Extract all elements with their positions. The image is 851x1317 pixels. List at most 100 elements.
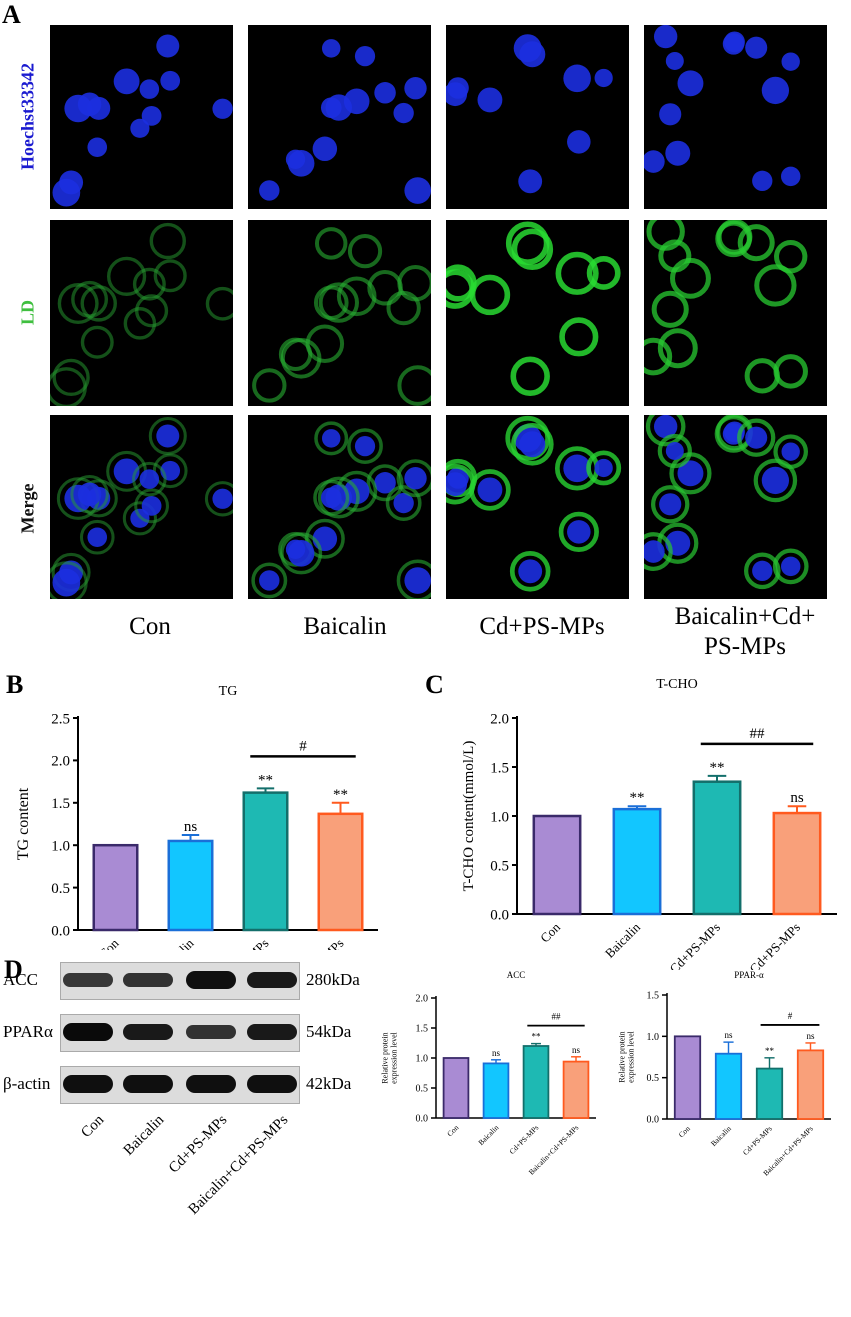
bar-3 (522, 1045, 550, 1119)
x-tick-label: Con (445, 1123, 460, 1138)
x-tick-label: Cd+PS-MPs (507, 1123, 540, 1156)
bar-4 (317, 812, 364, 932)
bar-4 (772, 811, 822, 916)
y-tick-label: 1.5 (647, 991, 660, 1002)
micrograph-nuclei-1 (50, 25, 233, 209)
micrograph-merge-2 (248, 415, 431, 599)
significance-label: ** (765, 1046, 775, 1056)
blot-protein-label: β-actin (3, 1074, 51, 1093)
y-tick-label: 1.5 (416, 1024, 429, 1035)
bar-2 (482, 1062, 510, 1119)
blot-band (186, 1025, 236, 1039)
significance-label: ** (333, 787, 348, 803)
significance-label: ** (710, 760, 725, 776)
column-label-baicalin: Baicalin (303, 613, 387, 640)
blot-band (63, 1075, 113, 1093)
bar-2 (612, 807, 662, 916)
significance-label: ** (532, 1032, 542, 1042)
blot-band (63, 973, 113, 987)
x-tick-label: Cd+PS-MPs (215, 936, 272, 950)
micrograph-lipid-1 (50, 220, 233, 406)
micrograph-nuclei-4 (644, 25, 827, 209)
column-label-baicalin-cd-psmps-text: Baicalin+Cd+ PS-MPs (674, 603, 816, 660)
bar-4 (562, 1060, 590, 1119)
y-tick-label: 0.5 (51, 881, 70, 897)
blot-kda-label: 54kDa (306, 1022, 352, 1041)
y-tick-label: 0.0 (51, 923, 70, 939)
chart-title: T-CHO (656, 677, 698, 692)
x-tick-label: Con (537, 919, 563, 945)
y-tick-label: 0.0 (647, 1115, 660, 1126)
blot-band (247, 1023, 297, 1041)
comparison-label: ## (552, 1012, 562, 1022)
acc-chart: ACC Relative proteinexpression level 0.0 0.… (381, 970, 596, 1177)
panel-letter-c: C (425, 670, 444, 699)
tcho-chart: T-CHO T-CHO content(mmol/L) 0.0 0.5 1.0 1.5 2.… (461, 677, 837, 970)
significance-label: ns (492, 1048, 501, 1058)
bar-1 (532, 814, 582, 916)
panel-letter-b: B (6, 670, 24, 699)
comparison-label: # (299, 738, 307, 754)
y-axis-label: T-CHO content(mmol/L) (461, 741, 477, 892)
blot-band (247, 1075, 297, 1093)
y-tick-label: 1.0 (647, 1032, 660, 1043)
x-tick-label: Baicalin (602, 919, 644, 961)
significance-label: ** (630, 790, 645, 806)
x-tick-label: Con (677, 1124, 692, 1139)
blot-protein-label: ACC (3, 970, 38, 989)
x-tick-label: Con (96, 935, 122, 950)
significance-label: ns (724, 1030, 733, 1040)
bar-3 (242, 791, 289, 932)
row-label-merge: Merge (17, 483, 38, 534)
y-tick-label: 0.5 (416, 1084, 429, 1095)
bar-1 (442, 1057, 470, 1119)
significance-label: ns (790, 790, 804, 806)
significance-label: ns (806, 1031, 815, 1041)
tg-chart: TG TG content 0.0 0.5 1.0 1.5 2.0 2.5 Con ns Baica… (15, 684, 378, 950)
chart-title: TG (219, 684, 238, 699)
blot-band (63, 1023, 113, 1041)
significance-label: ns (572, 1045, 581, 1055)
y-tick-label: 1.0 (51, 838, 70, 854)
micrograph-merge-1 (50, 415, 233, 599)
y-tick-label: 1.0 (490, 809, 509, 825)
row-label-ld: LD (17, 300, 38, 326)
comparison-label: ## (750, 726, 766, 742)
x-tick-label: Cd+PS-MPs (741, 1124, 774, 1157)
chart-title: ACC (507, 970, 526, 980)
bar-4 (796, 1049, 825, 1120)
panel-letter-d: D (4, 955, 23, 984)
bar-1 (673, 1035, 702, 1120)
blot-protein-label: PPARα (3, 1022, 53, 1041)
column-label-baicalin-cd-psmps: Baicalin+Cd+ PS-MPs (645, 602, 845, 662)
micrograph-merge-3 (446, 415, 629, 599)
chart-title: PPAR-α (734, 970, 764, 980)
significance-label: ** (258, 772, 273, 788)
micrograph-lipid-4 (644, 220, 827, 406)
x-tick-label: Baicalin (709, 1124, 733, 1148)
y-tick-label: 1.0 (416, 1054, 429, 1065)
y-tick-label: 2.5 (51, 711, 70, 727)
y-tick-label: 2.0 (51, 754, 70, 770)
x-tick-label: Baicalin (155, 935, 197, 950)
y-tick-label: 2.0 (416, 994, 429, 1005)
column-label-cd-psmps: Cd+PS-MPs (479, 613, 605, 640)
y-axis-label: Relative proteinexpression level (381, 1031, 399, 1084)
comparison-label: # (788, 1011, 793, 1021)
micrograph-nuclei-3 (446, 25, 629, 209)
blot-band (186, 971, 236, 989)
bar-2 (167, 839, 214, 932)
bar-3 (692, 780, 742, 916)
significance-label: ns (184, 819, 198, 835)
bar-2 (714, 1052, 743, 1120)
y-tick-label: 1.5 (51, 796, 70, 812)
y-tick-label: 0.0 (490, 907, 509, 923)
blot-kda-label: 42kDa (306, 1074, 352, 1093)
micrograph-lipid-3 (446, 220, 629, 406)
y-tick-label: 0.5 (647, 1073, 660, 1084)
blot-kda-label: 280kDa (306, 970, 360, 989)
micrograph-lipid-2 (248, 220, 431, 406)
y-tick-label: 2.0 (490, 711, 509, 727)
y-tick-label: 1.5 (490, 760, 509, 776)
y-tick-label: 0.0 (416, 1114, 429, 1125)
